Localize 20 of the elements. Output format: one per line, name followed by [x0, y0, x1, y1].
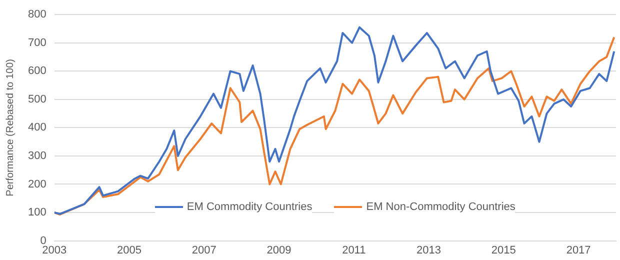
x-tick-label: 2013 [416, 244, 442, 256]
x-tick-label: 2007 [192, 244, 216, 256]
legend-label: EM Commodity Countries [186, 200, 312, 213]
x-tick-label: 2005 [116, 244, 142, 256]
y-tick-label: 300 [28, 150, 46, 162]
x-tick-label: 2017 [566, 244, 591, 256]
y-tick-label: 800 [28, 8, 46, 21]
y-tick-label: 600 [28, 65, 46, 78]
y-axis-title: Performance (Rebased to 100) [4, 59, 16, 196]
x-tick-label: 2009 [266, 244, 292, 256]
y-tick-label: 700 [28, 36, 46, 49]
x-tick-label: 2015 [491, 244, 516, 256]
y-tick-label: 0 [40, 234, 46, 247]
y-tick-label: 500 [28, 93, 46, 106]
x-tick-label: 2011 [342, 244, 366, 256]
y-tick-label: 200 [28, 178, 46, 190]
y-tick-label: 100 [28, 206, 46, 219]
legend-label: EM Non-Commodity Countries [366, 200, 516, 213]
y-tick-label: 400 [28, 122, 46, 134]
x-tick-label: 2003 [42, 244, 67, 256]
